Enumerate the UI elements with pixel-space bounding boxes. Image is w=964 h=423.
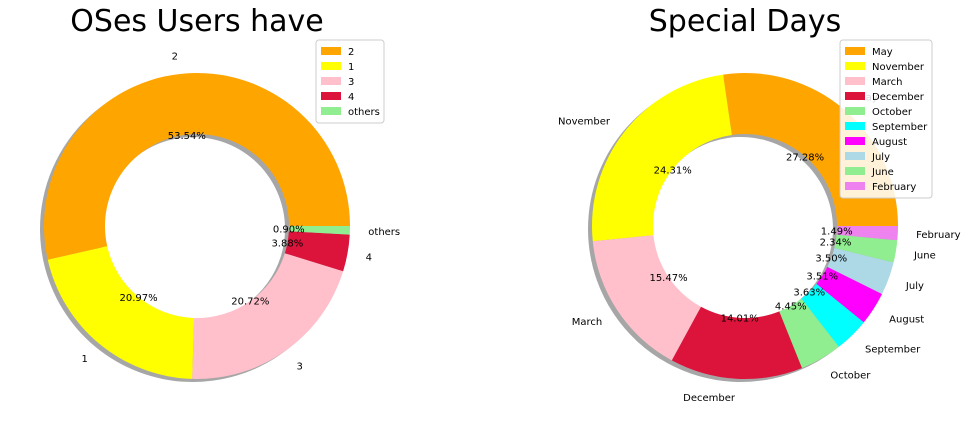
category-label: August [889,315,924,326]
category-label: June [913,251,936,262]
percent-label: 0.90% [273,225,305,236]
wedge-4 [284,231,350,272]
legend-entry-august: August [872,137,907,148]
legend-swatch [321,107,341,115]
legend-entry-october: October [872,107,913,118]
percent-label: 4.45% [775,302,807,313]
legend-entry-others: others [348,107,380,118]
special-days-donut-chart: Special Days May 27.28% November 24.31% Marc… [558,4,961,404]
wedge-july [827,247,894,295]
category-label: 4 [366,252,372,263]
wedge-others [288,226,350,235]
legend-swatch [845,47,865,55]
legend: 2 1 3 4 others [315,39,385,124]
legend-entry-3: 3 [348,77,354,88]
category-label: December [683,393,736,404]
legend: May November March December October September… [839,39,933,199]
legend-entry-september: September [872,122,928,133]
legend-entry-2: 2 [348,47,354,58]
category-label: February [916,230,960,241]
legend-entry-july: July [871,152,890,163]
percent-label: 3.51% [806,272,838,283]
percent-label: 1.49% [821,226,853,237]
chart-title: OSes Users have [70,4,323,39]
legend-entry-4: 4 [348,92,354,103]
legend-swatch [845,167,865,175]
legend-swatch [321,77,341,85]
legend-swatch [845,137,865,145]
legend-entry-1: 1 [348,62,354,73]
wedge-june [834,234,898,263]
wedge-october [779,298,839,368]
oses-users-donut-chart: OSes Users have 2 53.54% 1 20.97% 3 20.72% 4 3.… [39,4,400,382]
legend-swatch [845,77,865,85]
wedge-1 [47,246,195,379]
legend-swatch [845,122,865,130]
legend-entry-may: May [872,47,893,58]
wedge-march [592,235,702,361]
category-label: November [558,116,611,127]
percent-label: 20.97% [119,293,157,304]
wedge-august [816,266,883,323]
category-label: others [368,227,400,238]
category-label: March [572,317,602,328]
percent-label: 20.72% [231,297,269,308]
percent-label: 3.63% [793,288,825,299]
percent-label: 53.54% [168,131,206,142]
category-label: 1 [82,354,88,365]
percent-label: 14.01% [721,314,759,325]
category-label: July [905,281,924,292]
legend-swatch [321,62,341,70]
wedge-february [836,226,898,241]
wedge-november [592,74,732,242]
percent-label: 24.31% [654,165,692,176]
legend-swatch [321,92,341,100]
legend-swatch [845,92,865,100]
category-label: October [830,371,871,382]
wedge-3 [192,253,344,379]
category-label: 2 [172,52,178,63]
legend-entry-november: November [872,62,925,73]
chart-title: Special Days [649,4,842,39]
legend-swatch [845,182,865,190]
category-label: September [865,344,921,355]
percent-label: 27.28% [786,153,824,164]
legend-swatch [845,107,865,115]
legend-entry-december: December [872,92,925,103]
legend-entry-june: June [871,167,894,178]
wedge-december [671,306,803,379]
legend-swatch [845,62,865,70]
percent-label: 3.50% [815,254,847,265]
category-label: 3 [297,362,303,373]
legend-frame [315,39,385,124]
percent-label: 15.47% [649,273,687,284]
wedge-september [801,283,864,347]
wedge-2 [43,72,350,260]
legend-swatch [845,152,865,160]
legend-swatch [321,47,341,55]
legend-entry-march: March [872,77,902,88]
percent-label: 2.34% [820,237,852,248]
legend-entry-february: February [872,182,916,193]
percent-label: 3.88% [271,238,303,249]
